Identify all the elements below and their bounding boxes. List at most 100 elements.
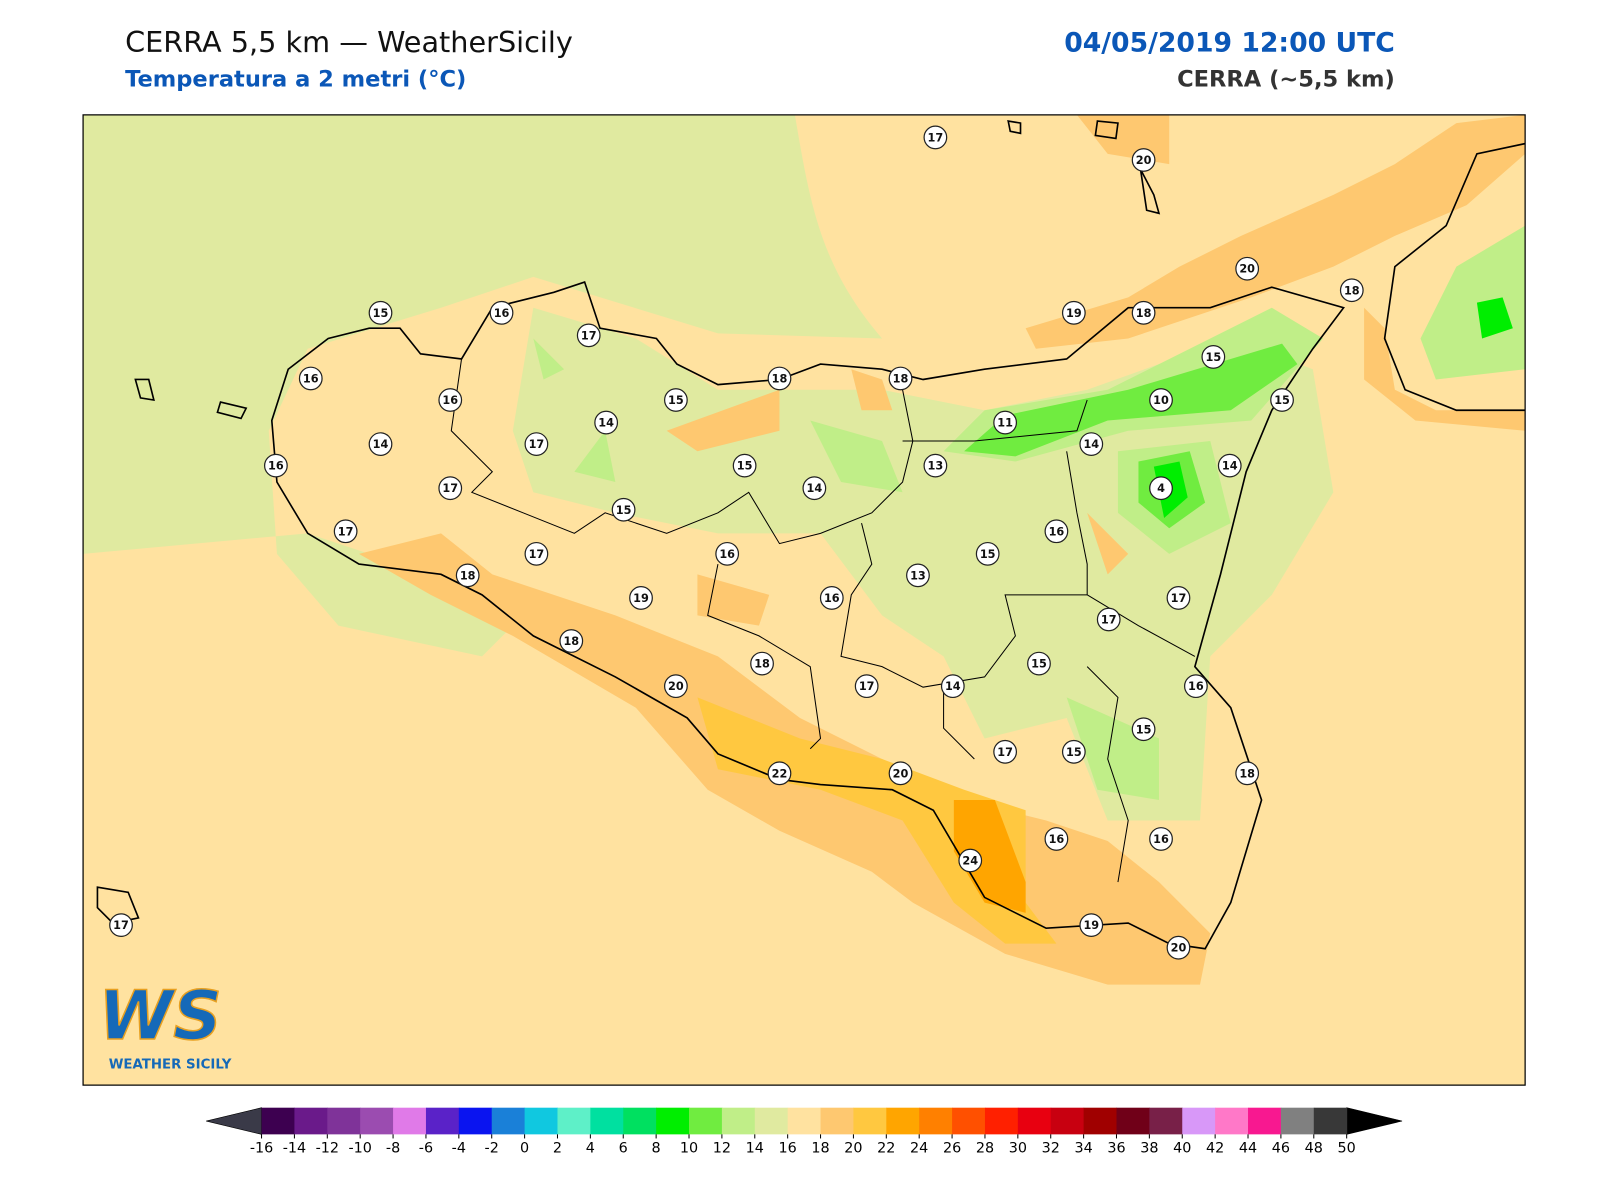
- colorbar-tick-label: 8: [652, 1141, 661, 1157]
- station-marker: [1235, 761, 1260, 786]
- colorbar-tick-label: 48: [1305, 1141, 1323, 1157]
- station-marker: [489, 300, 514, 325]
- station-value: 18: [460, 569, 476, 582]
- colorbar-bin: [919, 1107, 953, 1135]
- station-value: 15: [1031, 658, 1047, 671]
- station-marker: [1339, 278, 1364, 303]
- colorbar-tick-label: 18: [811, 1141, 829, 1157]
- station-marker: [455, 563, 480, 588]
- colorbar-tick-label: 16: [779, 1141, 797, 1157]
- colorbar-tick-label: -10: [348, 1141, 371, 1157]
- station-marker: [1149, 476, 1173, 501]
- colorbar-tick-label: -14: [283, 1141, 306, 1157]
- station-value: 14: [598, 417, 614, 430]
- colorbar-bin: [787, 1107, 822, 1135]
- station-marker: [611, 497, 636, 522]
- station-value: 19: [1066, 307, 1082, 320]
- station-marker: [940, 674, 965, 699]
- colorbar-tick-label: 14: [746, 1141, 764, 1157]
- colorbar-over: [1346, 1107, 1403, 1135]
- station-value: 18: [754, 658, 770, 671]
- station-marker: [1131, 148, 1156, 172]
- station-value: 16: [1049, 525, 1065, 538]
- station-marker: [1027, 651, 1051, 676]
- station-marker: [663, 388, 688, 412]
- colorbar-bin: [1149, 1107, 1183, 1135]
- station-value: 17: [442, 482, 458, 495]
- colorbar-tick-label: 42: [1206, 1141, 1224, 1157]
- station-marker: [368, 300, 393, 325]
- colorbar-bin: [1215, 1107, 1249, 1135]
- colorbar-bin: [656, 1107, 690, 1135]
- station-marker: [524, 432, 549, 456]
- station-value: 16: [719, 548, 735, 561]
- station-marker: [923, 125, 948, 150]
- colorbar-tick-label: 50: [1338, 1141, 1356, 1157]
- colorbar-bin: [853, 1107, 887, 1135]
- station-value: 20: [1239, 263, 1255, 276]
- station-marker: [1201, 345, 1226, 369]
- colorbar-tick-label: 38: [1140, 1141, 1158, 1157]
- station-value: 17: [997, 746, 1013, 759]
- station-marker: [1044, 519, 1069, 544]
- colorbar-bin: [721, 1107, 756, 1135]
- station-value: 15: [980, 548, 996, 561]
- station-marker: [1131, 717, 1156, 742]
- station-value: 17: [859, 680, 875, 693]
- station-marker: [298, 366, 323, 391]
- station-marker: [1061, 300, 1086, 325]
- colorbar-tick-label: 44: [1239, 1141, 1257, 1157]
- station-value: 14: [1222, 460, 1238, 473]
- station-value: 10: [1153, 394, 1169, 407]
- station-marker: [263, 453, 288, 478]
- station-value: 19: [633, 592, 649, 605]
- colorbar-tick-label: 36: [1107, 1141, 1125, 1157]
- station-value: 11: [997, 417, 1013, 430]
- colorbar-bin: [393, 1107, 427, 1135]
- colorbar-tick-label: 22: [877, 1141, 895, 1157]
- station-marker: [594, 410, 619, 435]
- colorbar-bin: [689, 1107, 723, 1135]
- station-value: 16: [1049, 833, 1065, 846]
- station-value: 17: [529, 438, 545, 451]
- colorbar-bin: [1083, 1107, 1118, 1135]
- colorbar-tick-label: 26: [943, 1141, 961, 1157]
- station-value: 17: [1101, 614, 1117, 627]
- station-value: 16: [1188, 680, 1204, 693]
- station-marker: [1270, 388, 1294, 412]
- station-value: 20: [1136, 154, 1152, 167]
- station-marker: [333, 519, 358, 544]
- colorbar-tick-label: 30: [1009, 1141, 1027, 1157]
- station-value: 17: [1171, 592, 1187, 605]
- logo-mark: WS: [98, 976, 221, 1055]
- colorbar-tick-label: -2: [485, 1141, 499, 1157]
- colorbar-tick-label: -8: [386, 1141, 400, 1157]
- colorbar-tick-label: 20: [844, 1141, 862, 1157]
- station-value: 17: [581, 329, 597, 342]
- station-value: 15: [1136, 723, 1152, 736]
- station-value: 15: [668, 394, 684, 407]
- station-marker: [1217, 453, 1242, 478]
- station-value: 19: [1083, 919, 1099, 932]
- station-value: 16: [268, 460, 284, 473]
- station-value: 16: [442, 394, 458, 407]
- station-value: 16: [1153, 833, 1169, 846]
- station-value: 14: [373, 438, 389, 451]
- station-value: 16: [303, 372, 319, 385]
- station-marker: [732, 453, 757, 478]
- station-value: 15: [737, 460, 753, 473]
- colorbar-tick-label: 6: [619, 1141, 628, 1157]
- colorbar-bin: [623, 1107, 657, 1135]
- station-marker: [767, 366, 792, 391]
- station-marker: [438, 388, 463, 412]
- colorbar-bin: [360, 1107, 394, 1135]
- station-marker: [1184, 674, 1208, 699]
- coastlines: [96, 120, 1526, 950]
- colorbar-bin: [1116, 1107, 1150, 1135]
- station-value: 22: [772, 767, 788, 780]
- station-marker: [1061, 739, 1086, 764]
- colorbar-bin: [1017, 1107, 1052, 1135]
- colorbar-under: [206, 1107, 262, 1135]
- model: CERRA (~5,5 km): [1177, 67, 1395, 93]
- colorbar-bin: [590, 1107, 624, 1135]
